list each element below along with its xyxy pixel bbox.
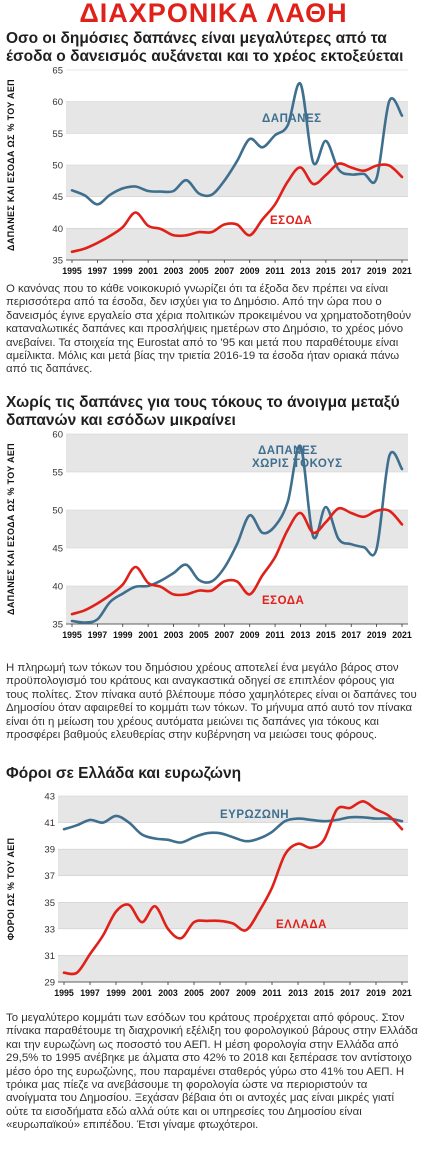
x-tick-label: 2021 <box>392 630 412 640</box>
y-tick-label: 60 <box>52 97 63 108</box>
x-tick-label: 1997 <box>88 630 108 640</box>
series-label: ΕΥΡΩΖΩΝΗ <box>220 809 289 821</box>
x-tick-label: 1999 <box>106 988 126 998</box>
grid-band <box>66 586 408 624</box>
x-tick-label: 2003 <box>164 266 184 276</box>
page-title: ΔΙΑΧΡΟΝΙΚΑ ΛΑΘΗ <box>79 0 348 28</box>
y-tick-label: 33 <box>44 924 55 935</box>
y-tick-label: 55 <box>52 468 63 479</box>
paragraph-1: Ο κανόνας που το κάθε νοικοκυριό γνωρίζε… <box>6 283 412 376</box>
x-tick-label: 1995 <box>54 988 74 998</box>
chart-3-taxes: 29 31 33 35 37 39 41 43 1995 1997 1999 2001 2003 2005… <box>0 784 427 1010</box>
grid-band <box>66 434 408 472</box>
y-tick-label: 31 <box>44 951 55 962</box>
x-tick-label: 2009 <box>236 988 256 998</box>
y-axis-label: ΔΑΠΑΝΕΣ ΚΑΙ ΕΣΟΔΑ ΩΣ % ΤΟΥ ΑΕΠ <box>6 79 16 251</box>
x-tick-label: 2007 <box>215 630 235 640</box>
x-tick-label: 2005 <box>184 988 204 998</box>
series-line-red <box>62 800 404 976</box>
x-tick-label: 1995 <box>62 266 82 276</box>
y-tick-label: 39 <box>44 845 55 856</box>
x-tick-label: 2017 <box>341 266 361 276</box>
y-tick-label: 55 <box>52 129 63 140</box>
x-tick-label: 2017 <box>341 630 361 640</box>
y-tick-label: 40 <box>52 582 63 593</box>
series-line-red <box>70 506 404 616</box>
x-tick-label: 2019 <box>367 630 387 640</box>
series-label: ΔΑΠΑΝΕΣ ΧΩΡΙΣ ΤΟΚΟΥΣ <box>252 445 343 470</box>
y-tick-label: 50 <box>52 506 63 517</box>
y-tick-label: 50 <box>52 161 63 172</box>
y-tick-label: 45 <box>52 192 63 203</box>
x-tick-label: 1995 <box>62 630 82 640</box>
y-tick-label: 35 <box>52 620 63 631</box>
x-tick-label: 2021 <box>392 988 412 998</box>
series-line-red <box>70 162 404 254</box>
paragraph-3: Το μεγαλύτερο κομμάτι των εσόδων του κρά… <box>6 1012 418 1132</box>
x-tick-label: 2013 <box>291 266 311 276</box>
paragraph-2: Η πληρωμή των τόκων του δημόσιου χρέους … <box>6 662 417 742</box>
x-tick-label: 2011 <box>266 266 285 276</box>
x-tick-label: 2015 <box>316 266 336 276</box>
x-tick-label: 1997 <box>80 988 100 998</box>
series-label: ΕΛΛΑΔΑ <box>276 919 327 931</box>
chart-1-spending-vs-revenue: 35 40 45 50 55 60 65 1995 1997 1999 2001 2003 2005 20… <box>0 62 427 284</box>
y-tick-label: 45 <box>52 544 63 555</box>
x-tick-label: 2007 <box>210 988 230 998</box>
y-tick-label: 41 <box>44 818 55 829</box>
y-tick-label: 65 <box>52 66 63 77</box>
x-tick-label: 2001 <box>132 988 152 998</box>
y-tick-label: 35 <box>52 256 63 267</box>
x-tick-label: 2007 <box>215 266 235 276</box>
x-tick-label: 1997 <box>88 266 108 276</box>
x-tick-label: 2001 <box>138 630 158 640</box>
y-axis-label: ΦΟΡΟΙ ΩΣ % ΤΟΥ ΑΕΠ <box>6 838 16 941</box>
series-label: ΕΣΟΔΑ <box>262 595 304 607</box>
x-tick-label: 1999 <box>113 630 133 640</box>
x-tick-label: 2003 <box>164 630 184 640</box>
series-label: ΕΣΟΔΑ <box>270 215 312 227</box>
x-tick-label: 2005 <box>189 266 209 276</box>
x-tick-label: 2019 <box>367 266 387 276</box>
series-line-blue <box>70 444 404 624</box>
grid-band <box>66 228 408 260</box>
x-tick-label: 2013 <box>288 988 308 998</box>
x-tick-label: 2017 <box>340 988 360 998</box>
chart-1-title: Οσο οι δημόσιες δαπάνες είναι μεγαλύτερε… <box>6 30 404 65</box>
y-tick-label: 40 <box>52 224 63 235</box>
grid-band <box>66 101 408 134</box>
x-tick-label: 2011 <box>266 630 285 640</box>
x-tick-label: 2011 <box>262 988 281 998</box>
y-tick-label: 35 <box>44 898 55 909</box>
series-label: ΔΑΠΑΝΕΣ <box>262 113 322 125</box>
x-tick-label: 2021 <box>392 266 412 276</box>
grid-band <box>66 165 408 197</box>
series-line-blue <box>62 814 404 844</box>
y-axis-label: ΔΑΠΑΝΕΣ ΚΑΙ ΕΣΟΔΑ ΩΣ % ΤΟΥ ΑΕΠ <box>6 443 16 615</box>
y-tick-label: 37 <box>44 871 55 882</box>
y-tick-label: 29 <box>44 978 55 989</box>
x-tick-label: 2003 <box>158 988 178 998</box>
x-tick-label: 2009 <box>240 630 260 640</box>
x-tick-label: 2009 <box>240 266 260 276</box>
x-tick-label: 2015 <box>314 988 334 998</box>
chart-3-title: Φόροι σε Ελλάδα και ευρωζώνη <box>6 765 242 782</box>
chart-2-title: Χωρίς τις δαπάνες για τους τόκους το άνο… <box>6 394 400 429</box>
y-tick-label: 60 <box>52 430 63 441</box>
grid-band <box>58 955 408 982</box>
x-tick-label: 2013 <box>291 630 311 640</box>
x-tick-label: 2015 <box>316 630 336 640</box>
chart-2-spending-without-interest: 35 40 45 50 55 60 1995 1997 1999 2001 2003 2005 2007… <box>0 426 427 648</box>
series-line-blue <box>70 82 404 206</box>
x-tick-label: 2019 <box>366 988 386 998</box>
y-tick-label: 43 <box>44 792 55 803</box>
grid-band <box>58 849 408 876</box>
x-tick-label: 2005 <box>189 630 209 640</box>
x-tick-label: 2001 <box>138 266 158 276</box>
x-tick-label: 1999 <box>113 266 133 276</box>
